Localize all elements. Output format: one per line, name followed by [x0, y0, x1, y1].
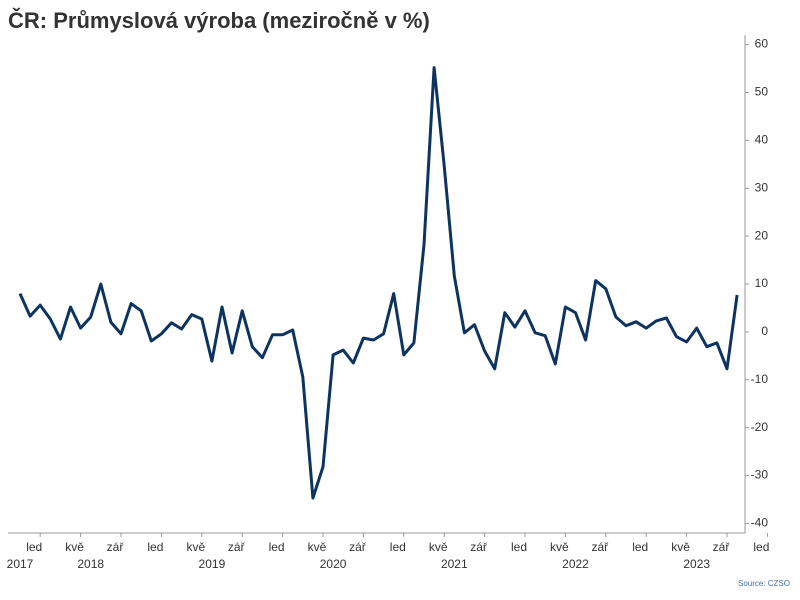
x-tick-label: led	[390, 540, 406, 554]
year-label: 2017	[7, 557, 34, 571]
year-label: 2019	[199, 557, 226, 571]
y-tick-label: 20	[755, 228, 769, 242]
x-tick-label: led	[147, 540, 163, 554]
y-tick-label: 40	[755, 133, 769, 147]
x-tick-label: led	[26, 540, 42, 554]
x-tick-label: kvě	[65, 540, 84, 554]
x-tick-label: led	[511, 540, 527, 554]
x-tick-label: led	[632, 540, 648, 554]
data-line	[18, 66, 739, 500]
y-tick-label: 60	[755, 37, 769, 51]
y-tick-label: 10	[755, 276, 769, 290]
x-tick-label: zář	[107, 540, 125, 554]
x-tick-label: led	[753, 540, 769, 554]
y-tick-label: -30	[751, 468, 769, 482]
x-tick-label: zář	[470, 540, 488, 554]
x-tick-label: kvě	[308, 540, 327, 554]
y-tick-label: 0	[761, 324, 768, 338]
y-tick-label: 30	[755, 180, 769, 194]
source: Source: CZSO	[738, 579, 790, 588]
x-tick-label: zář	[349, 540, 367, 554]
year-label: 2020	[320, 557, 347, 571]
year-label: 2018	[77, 557, 104, 571]
chart-title: ČR: Průmyslová výroba (meziročně v %)	[8, 8, 430, 33]
x-tick-label: kvě	[429, 540, 448, 554]
x-tick-label: zář	[591, 540, 609, 554]
year-label: 2021	[441, 557, 468, 571]
x-tick-label: zář	[713, 540, 731, 554]
x-tick-label: kvě	[671, 540, 690, 554]
x-tick-label: zář	[228, 540, 246, 554]
x-tick-label: kvě	[550, 540, 569, 554]
x-tick-label: led	[269, 540, 285, 554]
y-tick-label: -10	[751, 372, 769, 386]
year-label: 2022	[562, 557, 589, 571]
year-label: 2023	[683, 557, 710, 571]
x-tick-label: kvě	[186, 540, 205, 554]
y-tick-label: -40	[751, 516, 769, 530]
y-tick-label: -20	[751, 420, 769, 434]
y-tick-label: 50	[755, 85, 769, 99]
